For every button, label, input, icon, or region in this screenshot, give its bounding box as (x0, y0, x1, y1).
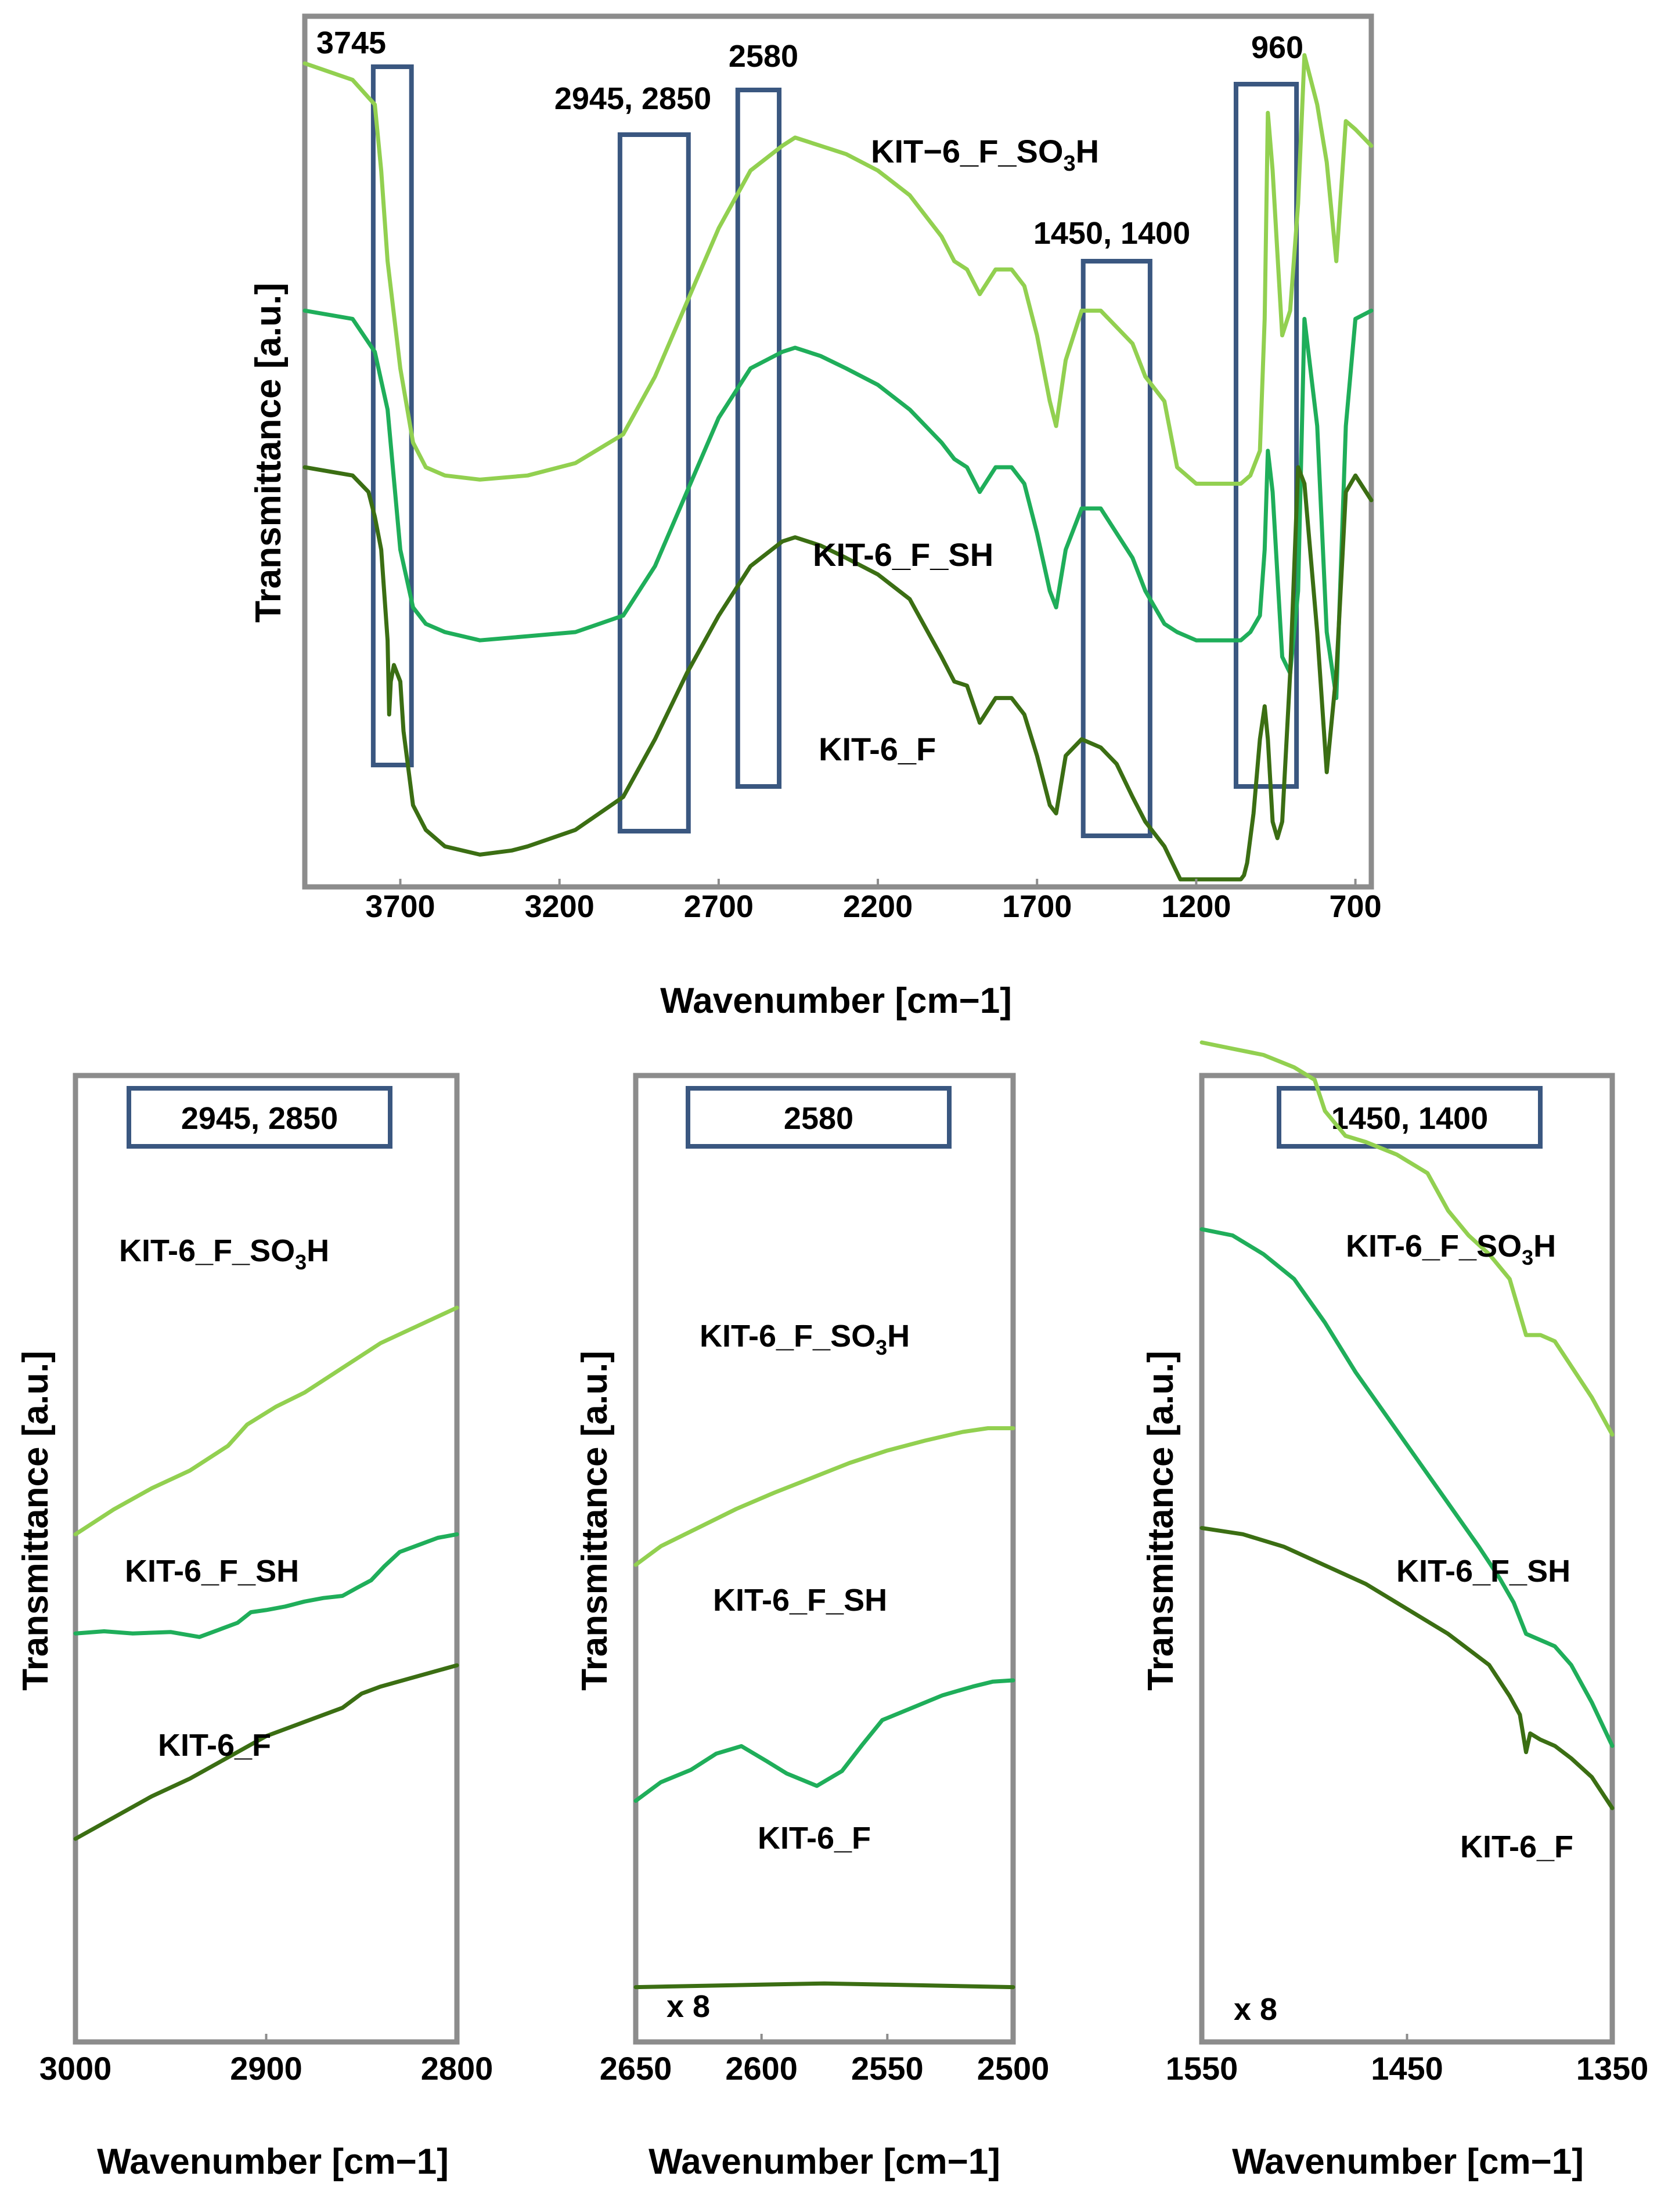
series-label-so3h-end: H (307, 1233, 329, 1268)
x-axis-title: Wavenumber [cm−1] (649, 2142, 1000, 2182)
series-label-sh: KIT-6_F_SH (125, 1554, 299, 1589)
series-line-kit-6-f (302, 465, 1374, 882)
series-label-so3h-sub: 3 (295, 1250, 307, 1274)
highlight-band (617, 132, 691, 833)
x-tick-label: 2900 (230, 2050, 302, 2087)
band-title: 1450, 1400 (1331, 1101, 1488, 1136)
x-tick-label: 2200 (843, 889, 913, 924)
y-axis-title: Transmittance [a.u.] (1141, 1351, 1181, 1691)
band-label-2580: 2580 (729, 39, 798, 74)
band-label-960: 960 (1251, 30, 1303, 65)
series-label-so3h-base: KIT-6_F_SO (119, 1233, 295, 1268)
zoom-panel-2580: 2580 KIT-6_F_SO3H KIT-6_F_SH KIT-6_F x 8… (575, 1073, 1050, 2182)
scale-note: x 8 (1234, 1992, 1277, 2027)
series-line-kit-6-f-so3h (302, 53, 1374, 486)
series-label-f: KIT-6_F (158, 1728, 271, 1763)
band-title: 2945, 2850 (181, 1101, 338, 1136)
main-spectrum-panel: 3745 2945, 2850 2580 1450, 1400 960 KIT−… (248, 13, 1382, 1021)
band-title-box (127, 1086, 392, 1149)
highlight-band (1080, 259, 1152, 838)
highlight-band (1233, 82, 1299, 789)
x-tick-label: 2600 (725, 2050, 798, 2087)
scale-note: x 8 (667, 1989, 710, 2024)
series-line-kit-6-f-so3h (1199, 1040, 1615, 1437)
series-label-sh: KIT-6_F_SH (713, 1583, 887, 1618)
x-tick-label: 2650 (600, 2050, 672, 2087)
zoom-panel-1450-1400: 1450, 1400 KIT-6_F_SO3H KIT-6_F_SH KIT-6… (1141, 1040, 1649, 2182)
x-tick-label: 1550 (1166, 2050, 1238, 2087)
series-label-so3h-base: KIT-6_F_SO (1346, 1229, 1522, 1264)
series-label-so3h-end: H (1533, 1229, 1556, 1264)
x-tick-label: 3000 (39, 2050, 112, 2087)
y-axis-title: Transmittance [a.u.] (575, 1351, 615, 1691)
series-label-so3h: KIT-6_F_SO3H (119, 1233, 329, 1274)
series-label-so3h-sub: 3 (876, 1336, 887, 1359)
band-title: 2580 (784, 1101, 853, 1136)
series-line-kit-6-f (73, 1663, 459, 1841)
x-tick-label: 3700 (365, 889, 435, 924)
x-tick-label: 700 (1330, 889, 1382, 924)
series-label-sh: KIT-6_F_SH (1396, 1554, 1570, 1589)
series-label-f: KIT-6_F (1460, 1829, 1573, 1864)
series-line-kit-6-f-so3h (73, 1305, 459, 1536)
x-tick-label: 2800 (421, 2050, 493, 2087)
plot-frame (633, 1073, 1016, 2045)
x-tick-label: 2700 (684, 889, 754, 924)
band-label-2945-2850: 2945, 2850 (554, 81, 711, 116)
series-label-so3h-end: H (1076, 133, 1099, 169)
plot-frame (1199, 1073, 1615, 2045)
x-tick-label: 3200 (525, 889, 595, 924)
series-label-so3h-base: KIT-6_F_SO (700, 1319, 876, 1354)
series-line-kit-6-f-sh (633, 1678, 1015, 1803)
zoom-panel-2945-2850: 2945, 2850 KIT-6_F_SO3H KIT-6_F_SH KIT-6… (16, 1073, 493, 2182)
series-line-kit-6-f (1199, 1526, 1615, 1810)
series-line-kit-6-f-sh (302, 308, 1374, 701)
series-label-so3h: KIT-6_F_SO3H (1346, 1229, 1556, 1269)
series-label-so3h-end: H (887, 1319, 910, 1354)
highlight-band (370, 64, 414, 767)
x-tick-label: 1450 (1371, 2050, 1443, 2087)
band-label-1450-1400: 1450, 1400 (1033, 216, 1190, 251)
highlight-band (735, 88, 782, 789)
series-label-so3h: KIT-6_F_SO3H (700, 1319, 910, 1359)
x-tick-label: 1350 (1576, 2050, 1649, 2087)
band-title-box (686, 1086, 952, 1149)
series-line-kit-6-f-so3h (633, 1426, 1015, 1567)
y-axis-title: Transmittance [a.u.] (16, 1351, 56, 1691)
series-line-kit-6-f-sh (73, 1532, 459, 1639)
band-label-3745: 3745 (316, 26, 386, 60)
x-tick-label: 2550 (851, 2050, 924, 2087)
series-label-sh: KIT-6_F_SH (813, 536, 993, 573)
y-axis-title: Transmittance [a.u.] (248, 283, 289, 623)
series-label-so3h-sub: 3 (1063, 151, 1075, 176)
series-label-f: KIT-6_F (819, 731, 936, 767)
x-axis-title: Wavenumber [cm−1] (1232, 2142, 1584, 2182)
series-line-kit-6-f (633, 1981, 1015, 1990)
series-label-so3h-sub: 3 (1522, 1246, 1533, 1269)
x-tick-label: 1200 (1161, 889, 1231, 924)
series-label-f: KIT-6_F (758, 1821, 871, 1856)
series-line-kit-6-f-sh (1199, 1227, 1615, 1748)
plot-frame (302, 13, 1374, 890)
x-tick-label: 2500 (977, 2050, 1050, 2087)
series-label-so3h: KIT−6_F_SO3H (871, 133, 1099, 176)
x-tick-label: 1700 (1002, 889, 1072, 924)
x-axis-title: Wavenumber [cm−1] (97, 2142, 449, 2182)
series-label-so3h-base: KIT−6_F_SO (871, 133, 1063, 169)
x-axis-title: Wavenumber [cm−1] (660, 981, 1012, 1021)
